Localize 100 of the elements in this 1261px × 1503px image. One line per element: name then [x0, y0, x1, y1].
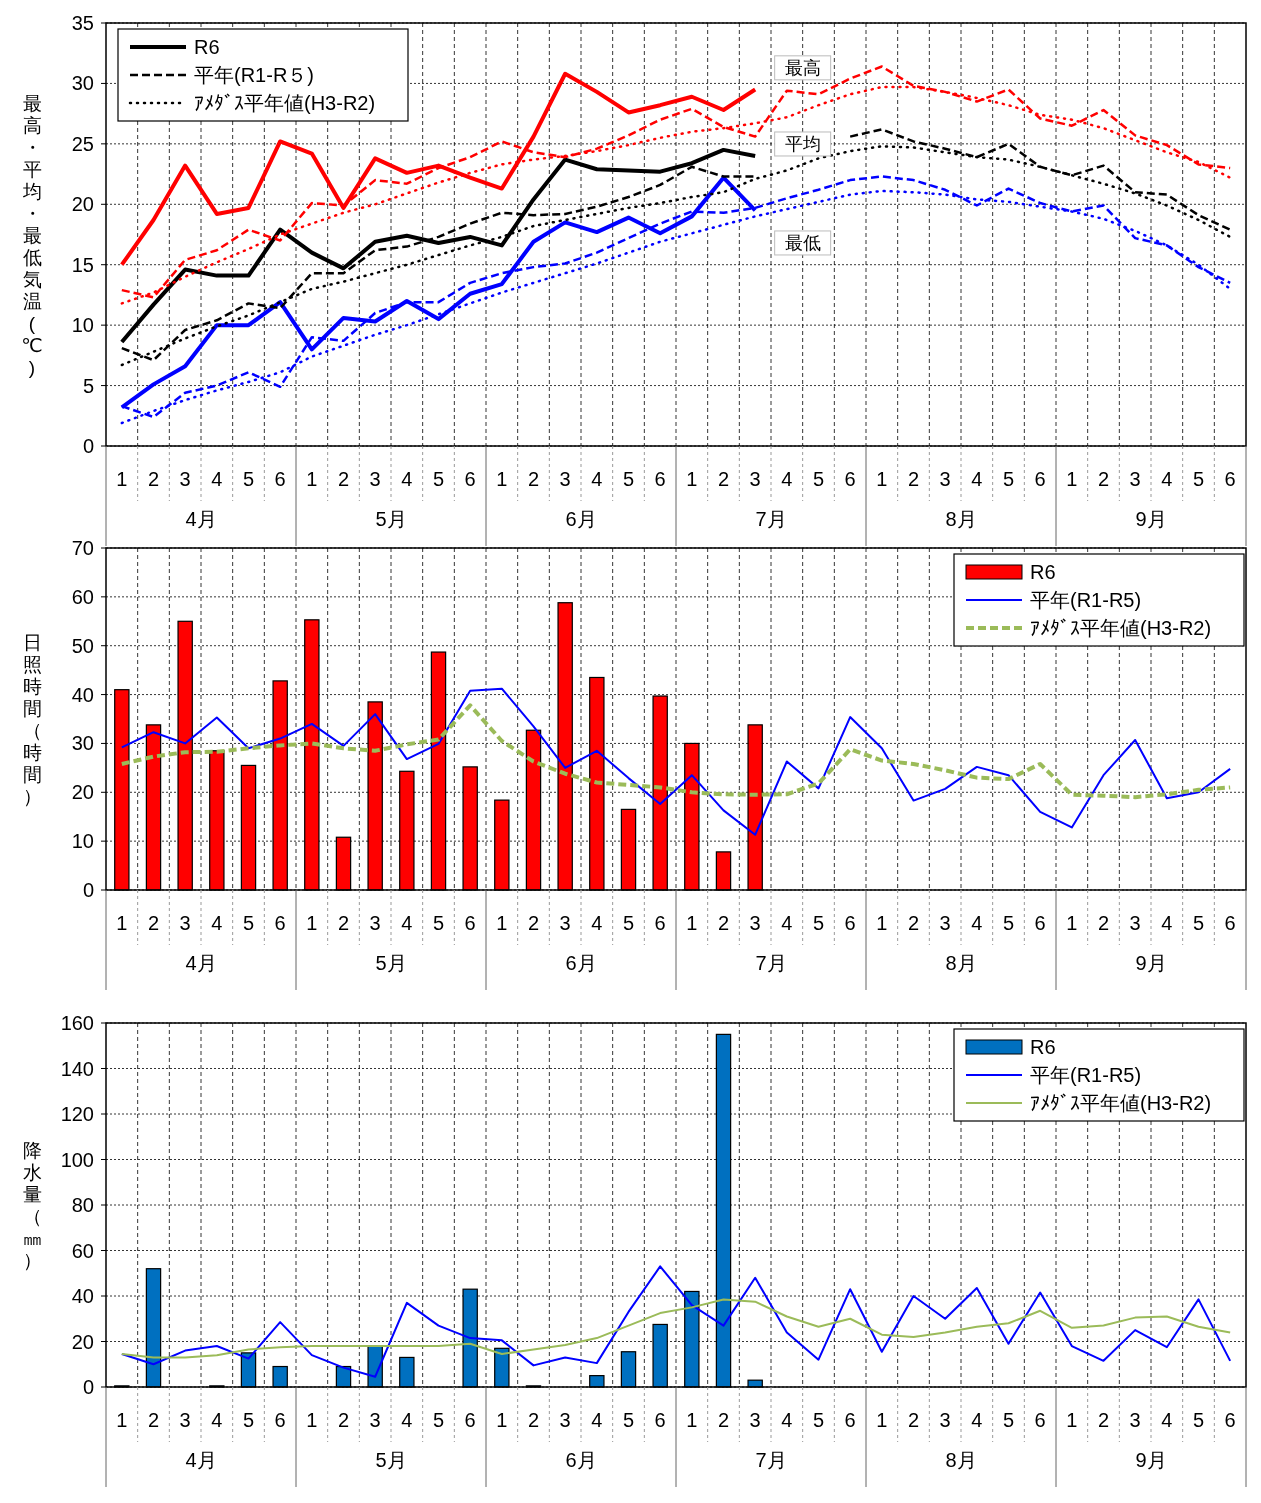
y-tick-label: 60: [71, 1239, 94, 1262]
text: 4月: [185, 508, 217, 530]
y-tick-label: 60: [71, 585, 94, 608]
x-tick-label: 3: [559, 1409, 571, 1431]
y-axis-title: 日照時間（時間）: [22, 632, 42, 807]
y-tick-label: 15: [71, 253, 94, 276]
x-tick-label: 4: [971, 468, 983, 490]
text: 6月: [565, 952, 597, 974]
x-tick-label: 4: [211, 468, 223, 490]
x-tick-label: 4: [781, 1409, 793, 1431]
x-tick-label: 4: [1161, 912, 1173, 934]
x-tick-label: 2: [527, 468, 540, 490]
text: 7月: [755, 952, 787, 974]
x-tick-label: 5: [1002, 1409, 1015, 1431]
x-tick-label: 6: [654, 1409, 666, 1431]
x-tick-label: 3: [179, 1409, 191, 1431]
x-tick-label: 3: [369, 468, 381, 490]
x-tick-label: 5: [812, 468, 825, 490]
x-tick-label: 4: [211, 1409, 223, 1431]
x-tick-label: 3: [179, 912, 191, 934]
x-tick-label: 2: [147, 1409, 160, 1431]
y-tick-label: 10: [71, 314, 94, 337]
x-tick-label: 5: [242, 1409, 255, 1431]
x-tick-label: 6: [844, 1409, 856, 1431]
x-tick-label: 3: [179, 468, 191, 490]
x-tick-label: 3: [559, 468, 571, 490]
text: 6月: [565, 1449, 597, 1471]
x-tick-label: 2: [527, 912, 540, 934]
x-tick-label: 4: [401, 1409, 413, 1431]
y-tick-label: 0: [82, 879, 94, 901]
legend-label: R6: [194, 36, 220, 58]
x-tick-label: 5: [1002, 912, 1015, 934]
x-tick-label: 5: [242, 468, 255, 490]
x-tick-label: 4: [591, 912, 603, 934]
x-tick-label: 6: [1034, 468, 1046, 490]
x-tick-label: 5: [1002, 468, 1015, 490]
x-tick-label: 4: [1161, 1409, 1173, 1431]
x-tick-label: 3: [1129, 912, 1141, 934]
x-tick-label: 4: [211, 912, 223, 934]
x-tick-label: 5: [622, 468, 635, 490]
y-tick-label: 120: [60, 1103, 94, 1125]
x-tick-label: 4: [591, 1409, 603, 1431]
x-tick-label: 3: [939, 468, 951, 490]
text: 5月: [375, 508, 407, 530]
x-tick-label: 4: [401, 912, 413, 934]
text: 7月: [755, 1449, 787, 1471]
annotation: 最低: [784, 233, 821, 254]
y-tick-label: 160: [60, 1012, 94, 1034]
legend-label: ｱﾒﾀﾞｽ平年値(H3-R2): [194, 92, 376, 114]
x-tick-label: 6: [1224, 912, 1236, 934]
x-tick-label: 6: [464, 1409, 476, 1431]
x-tick-label: 1: [1066, 912, 1078, 934]
x-tick-label: 5: [432, 468, 445, 490]
x-tick-label: 1: [306, 468, 318, 490]
legend-label: 平年(R1-R5): [1030, 1064, 1142, 1086]
x-tick-label: 6: [844, 912, 856, 934]
y-tick-label: 20: [71, 781, 94, 804]
y-tick-label: 30: [71, 72, 94, 95]
x-tick-label: 2: [907, 1409, 920, 1431]
y-tick-label: 0: [82, 1376, 94, 1398]
x-tick-label: 1: [686, 1409, 698, 1431]
x-tick-label: 2: [527, 1409, 540, 1431]
x-tick-label: 1: [686, 468, 698, 490]
x-tick-label: 2: [717, 468, 730, 490]
x-tick-label: 1: [306, 1409, 318, 1431]
x-tick-label: 2: [337, 1409, 350, 1431]
x-tick-label: 2: [147, 468, 160, 490]
text: 5月: [375, 1449, 407, 1471]
text: 9月: [1135, 952, 1167, 974]
text: 7月: [755, 508, 787, 530]
x-tick-label: 6: [654, 912, 666, 934]
text: 最高・平均・最低気温(℃): [21, 92, 43, 378]
annotation: 最高: [784, 58, 821, 79]
x-tick-label: 6: [464, 468, 476, 490]
x-tick-label: 5: [622, 912, 635, 934]
x-tick-label: 3: [369, 912, 381, 934]
x-tick-label: 2: [907, 912, 920, 934]
y-axis-title: 降水量（㎜）: [22, 1140, 42, 1271]
x-tick-label: 1: [686, 912, 698, 934]
x-tick-label: 6: [1034, 1409, 1046, 1431]
text: 9月: [1135, 508, 1167, 530]
x-tick-label: 6: [654, 468, 666, 490]
y-tick-label: 50: [71, 634, 94, 657]
x-tick-label: 3: [1129, 468, 1141, 490]
y-tick-label: 40: [71, 683, 94, 706]
x-tick-label: 1: [116, 912, 128, 934]
y-tick-label: 140: [60, 1057, 94, 1080]
x-tick-label: 1: [496, 912, 508, 934]
x-tick-label: 4: [781, 468, 793, 490]
y-tick-label: 25: [71, 132, 94, 155]
x-tick-label: 2: [717, 1409, 730, 1431]
x-tick-label: 4: [971, 1409, 983, 1431]
legend-label: ｱﾒﾀﾞｽ平年値(H3-R2): [1030, 617, 1212, 639]
y-tick-label: 10: [71, 830, 94, 853]
y-tick-label: 20: [71, 1330, 94, 1353]
x-tick-label: 2: [1097, 912, 1110, 934]
y-tick-label: 30: [71, 732, 94, 755]
x-tick-label: 2: [907, 468, 920, 490]
x-tick-label: 6: [274, 1409, 286, 1431]
x-tick-label: 2: [147, 912, 160, 934]
